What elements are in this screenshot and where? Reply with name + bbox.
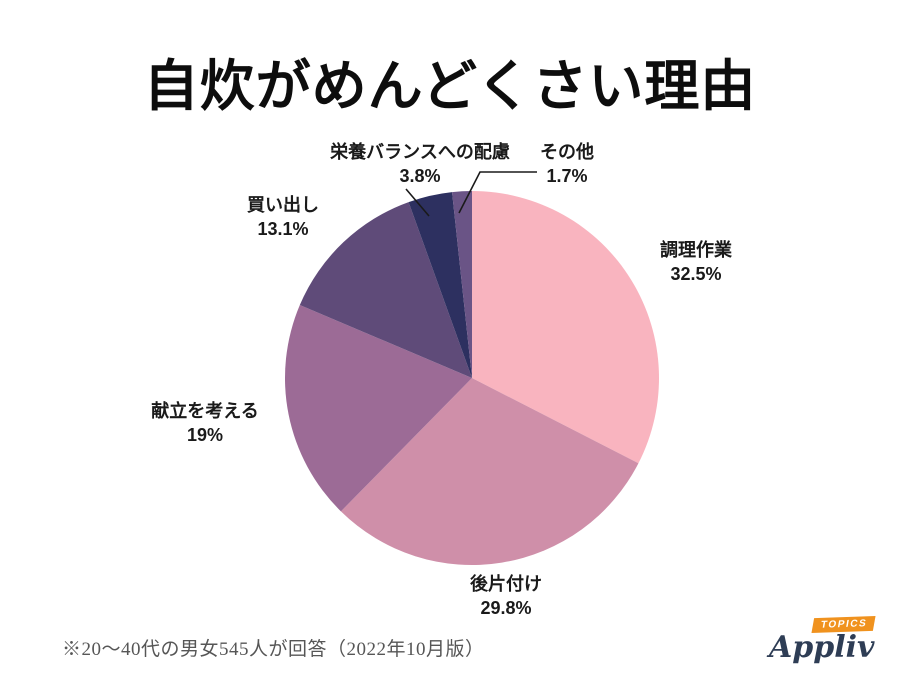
survey-footnote: ※20～40代の男女545人が回答（2022年10月版） — [62, 639, 485, 660]
slice-name: 買い出し — [247, 195, 319, 215]
slice-name: 後片付け — [470, 574, 542, 594]
slice-percent: 29.8% — [480, 597, 532, 618]
slice-label-other: その他 1.7% — [540, 141, 594, 189]
slice-name: その他 — [540, 142, 594, 162]
pie-slice-cleanup — [340, 378, 639, 565]
slice-percent: 19% — [186, 424, 224, 445]
slice-percent: 32.5% — [670, 263, 722, 284]
slice-name: 調理作業 — [660, 240, 732, 260]
pie-slice-shopping — [299, 202, 472, 378]
slice-label-menu-planning: 献立を考える 19% — [151, 400, 258, 448]
slice-label-nutrition-balance: 栄養バランスへの配慮 3.8% — [330, 141, 510, 189]
slice-label-cleanup: 後片付け 29.8% — [470, 573, 542, 621]
pie-slice-menu-planning — [284, 305, 472, 512]
pie-slice-nutrition-balance — [408, 192, 472, 378]
pie-slice-other — [452, 191, 472, 378]
slice-label-shopping: 買い出し 13.1% — [247, 194, 319, 242]
slice-percent: 13.1% — [257, 218, 309, 239]
leader-line-other — [458, 171, 537, 214]
chart-title: 自炊がめんどくさい理由 — [143, 55, 757, 117]
slice-percent: 1.7% — [546, 165, 588, 186]
pie-slices-group — [284, 191, 659, 565]
appliv-topics-logo: TOPICS Appliv — [769, 615, 884, 667]
logo-brand-text: Appliv — [769, 630, 875, 665]
slice-name: 栄養バランスへの配慮 — [330, 142, 510, 162]
leader-line-nutrition-balance — [405, 188, 430, 217]
slice-name: 献立を考える — [151, 401, 259, 421]
slice-label-cooking: 調理作業 32.5% — [660, 239, 732, 287]
pie-slice-cooking — [472, 191, 659, 464]
slice-percent: 3.8% — [399, 165, 441, 186]
